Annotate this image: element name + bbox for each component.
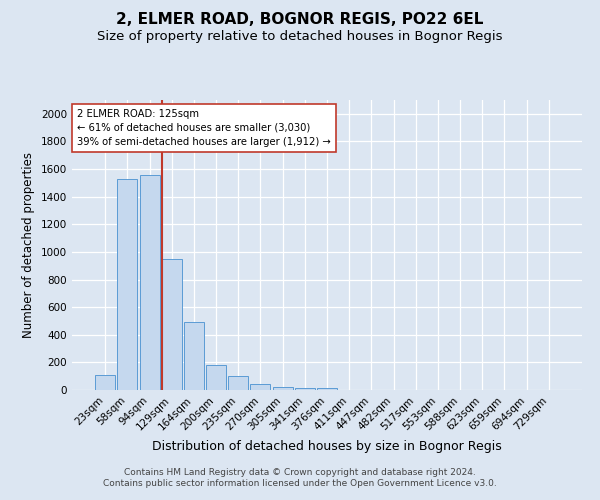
X-axis label: Distribution of detached houses by size in Bognor Regis: Distribution of detached houses by size … — [152, 440, 502, 453]
Bar — [162, 259, 182, 390]
Y-axis label: Number of detached properties: Number of detached properties — [22, 152, 35, 338]
Bar — [272, 386, 293, 390]
Bar — [317, 388, 337, 390]
Text: Contains HM Land Registry data © Crown copyright and database right 2024.
Contai: Contains HM Land Registry data © Crown c… — [103, 468, 497, 487]
Bar — [206, 365, 226, 390]
Bar — [295, 388, 315, 390]
Text: Size of property relative to detached houses in Bognor Regis: Size of property relative to detached ho… — [97, 30, 503, 43]
Bar — [95, 375, 115, 390]
Bar — [228, 376, 248, 390]
Text: 2 ELMER ROAD: 125sqm
← 61% of detached houses are smaller (3,030)
39% of semi-de: 2 ELMER ROAD: 125sqm ← 61% of detached h… — [77, 108, 331, 146]
Bar — [250, 384, 271, 390]
Bar — [118, 178, 137, 390]
Bar — [184, 322, 204, 390]
Bar — [140, 174, 160, 390]
Text: 2, ELMER ROAD, BOGNOR REGIS, PO22 6EL: 2, ELMER ROAD, BOGNOR REGIS, PO22 6EL — [116, 12, 484, 28]
